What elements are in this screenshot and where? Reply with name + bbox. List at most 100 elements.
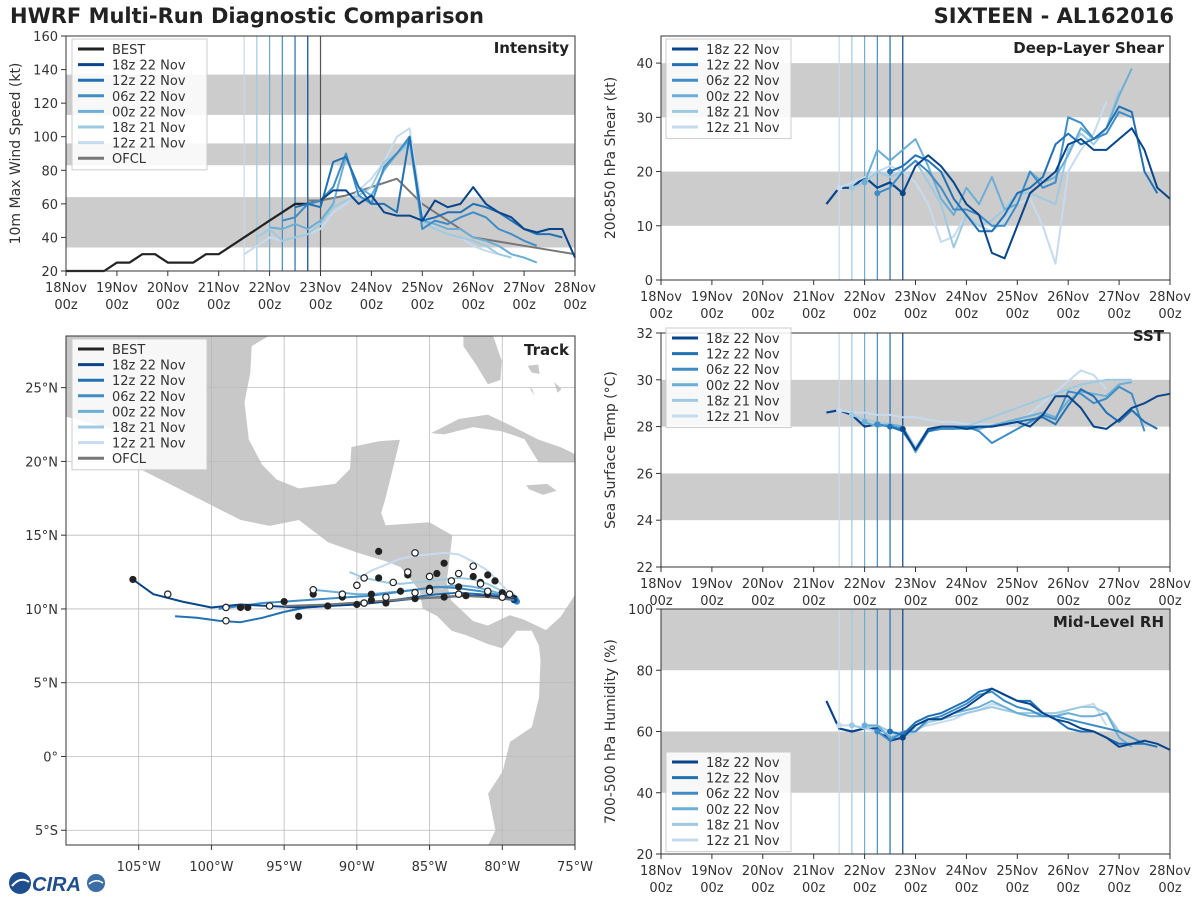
rh-xtick-label-4: 22Nov	[844, 864, 886, 879]
rh-series-1	[889, 687, 1158, 748]
shear-ytick-label-3: 30	[636, 111, 653, 126]
track-marker-open-12	[411, 549, 419, 557]
intensity-legend-label-4: 00z 22 Nov	[112, 105, 186, 120]
track-marker-filled-23	[375, 547, 383, 556]
intensity-xtick-label-4: 22Nov	[249, 281, 291, 296]
intensity-ytick-label-5: 120	[33, 97, 58, 112]
track-xtick-label-4: 85°W	[412, 860, 448, 875]
sst-legend-label-4: 18z 21 Nov	[706, 394, 780, 409]
sst-xtick-sub-9: 00z	[1107, 594, 1131, 609]
sst-series-start-0	[899, 425, 906, 432]
track-marker-open-4	[309, 585, 318, 594]
track-series-start-0	[510, 596, 518, 604]
rh-legend-label-0: 18z 22 Nov	[706, 756, 780, 771]
track-legend-label-1: 18z 22 Nov	[112, 359, 186, 374]
intensity-ytick-label-2: 60	[41, 198, 58, 213]
sst-xtick-label-3: 21Nov	[793, 577, 835, 592]
track-marker-filled-18	[375, 574, 383, 582]
shear-xtick-label-6: 24Nov	[945, 290, 987, 305]
shear-xtick-label-9: 27Nov	[1098, 290, 1140, 305]
intensity-xtick-sub-6: 00z	[360, 298, 384, 313]
track-legend-label-7: OFCL	[112, 452, 147, 467]
sst-xtick-sub-2: 00z	[751, 594, 775, 609]
sst-xtick-label-10: 28Nov	[1149, 577, 1191, 592]
intensity-xtick-sub-10: 00z	[563, 298, 587, 313]
intensity-legend-label-6: 12z 21 Nov	[112, 137, 186, 152]
track-marker-open-8	[403, 568, 412, 576]
shear-legend-label-0: 18z 22 Nov	[706, 43, 780, 58]
sst-ytick-label-2: 26	[636, 467, 653, 482]
track-marker-open-3	[265, 602, 274, 610]
rh-xtick-label-5: 23Nov	[895, 864, 937, 879]
intensity-xtick-sub-8: 00z	[462, 298, 486, 313]
sst-ytick-label-4: 30	[636, 374, 653, 389]
rh-xtick-sub-9: 00z	[1107, 881, 1131, 896]
rh-series-start-1	[887, 728, 894, 735]
intensity-xtick-sub-4: 00z	[258, 298, 282, 313]
rh-title: Mid-Level RH	[1053, 613, 1164, 631]
rh-xtick-label-6: 24Nov	[945, 864, 987, 879]
panel-track: 105°W 100°W 95°W 90°W 85°W 80°W 75°W 5°S 0° 5°N 10…	[25, 335, 593, 875]
rh-series-2	[876, 690, 1145, 745]
intensity-xtick-label-6: 24Nov	[350, 281, 392, 296]
shear-legend-label-1: 12z 22 Nov	[706, 59, 780, 74]
shear-xtick-label-2: 20Nov	[742, 290, 784, 305]
track-marker-open-15	[454, 590, 463, 598]
track-marker-open-2	[222, 603, 230, 612]
shear-xtick-label-7: 25Nov	[996, 290, 1038, 305]
shear-series-1	[889, 105, 1159, 233]
track-marker-open-14	[425, 587, 434, 596]
intensity-xtick-sub-5: 00z	[309, 298, 333, 313]
track-ytick-label-5: 20°N	[25, 455, 58, 470]
shear-legend-box	[665, 38, 792, 140]
rh-xtick-label-9: 27Nov	[1098, 864, 1140, 879]
track-marker-open-7	[353, 581, 361, 590]
track-legend-label-5: 18z 21 Nov	[112, 421, 186, 436]
intensity-xtick-sub-7: 00z	[411, 298, 435, 313]
sst-xtick-label-1: 19Nov	[691, 577, 733, 592]
intensity-ofcl-line	[307, 177, 576, 256]
sst-xtick-sub-1: 00z	[700, 594, 724, 609]
sst-xtick-label-7: 25Nov	[996, 577, 1038, 592]
sst-series-start-4	[848, 411, 855, 418]
track-marker-open-22	[382, 593, 390, 601]
shear-legend-label-5: 12z 21 Nov	[706, 121, 780, 136]
rh-ytick-label-4: 100	[628, 603, 653, 618]
chart-title-left: HWRF Multi-Run Diagnostic Comparison	[10, 4, 485, 28]
sst-xtick-sub-4: 00z	[853, 594, 877, 609]
rh-ytick-label-0: 20	[636, 848, 653, 863]
track-legend-label-0: BEST	[112, 343, 145, 358]
track-marker-open-11	[469, 562, 478, 570]
cira-logo: CIRA	[6, 868, 106, 898]
sst-series-5	[838, 369, 1108, 426]
rh-xtick-sub-2: 00z	[751, 881, 775, 896]
shear-xtick-sub-3: 00z	[802, 307, 826, 322]
intensity-xtick-sub-2: 00z	[156, 298, 180, 313]
shear-series-3	[863, 68, 1133, 216]
sst-band-0	[661, 473, 1170, 521]
rh-xtick-label-1: 19Nov	[691, 864, 733, 879]
track-marker-open-6	[360, 574, 368, 582]
sst-xtick-label-4: 22Nov	[844, 577, 886, 592]
track-marker-open-0	[164, 590, 172, 598]
intensity-legend-label-7: OFCL	[112, 152, 147, 167]
track-ytick-label-6: 25°N	[25, 382, 58, 397]
shear-xtick-label-5: 23Nov	[895, 290, 937, 305]
sst-ytick-label-0: 22	[636, 561, 653, 576]
track-marker-open-19	[476, 580, 485, 588]
shear-series-0	[901, 127, 1171, 260]
track-marker-filled-29	[244, 603, 252, 612]
intensity-best-line	[66, 199, 321, 273]
intensity-legend-box	[71, 38, 208, 171]
shear-series-start-1	[887, 168, 894, 175]
rh-ylabel: 700-500 hPa Humidity (%)	[603, 639, 619, 824]
panel-rh: 20 40 60 80 100 18Nov 00z 19Nov 00z 20Nov 00z 21Nov…	[603, 603, 1191, 896]
rh-ytick-label-1: 40	[636, 787, 653, 802]
sst-xtick-sub-6: 00z	[955, 594, 979, 609]
intensity-ytick-label-1: 40	[41, 231, 58, 246]
rh-legend-box	[665, 751, 792, 853]
sst-xtick-label-6: 24Nov	[945, 577, 987, 592]
track-marker-open-17	[498, 593, 507, 601]
shear-xtick-sub-7: 00z	[1006, 307, 1030, 322]
sst-xtick-label-2: 20Nov	[742, 577, 784, 592]
